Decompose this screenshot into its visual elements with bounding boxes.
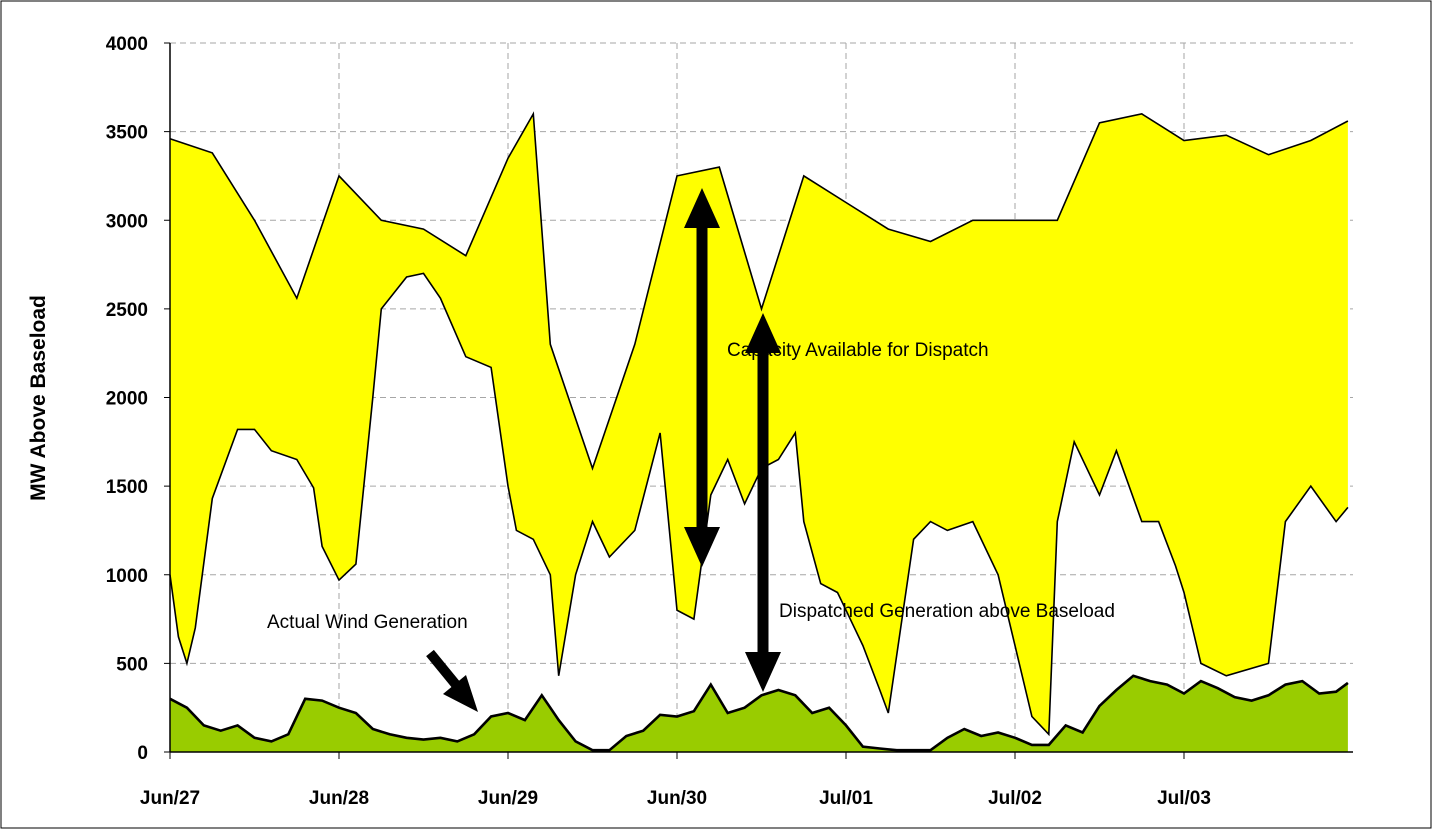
y-tick-label: 3500 [106, 123, 148, 144]
wind-annotation-label: Actual Wind Generation [267, 612, 468, 633]
y-tick-label: 1000 [106, 566, 148, 587]
y-tick-label: 2000 [106, 389, 148, 410]
y-tick-label: 1500 [106, 477, 148, 498]
y-tick-label: 3000 [106, 211, 148, 232]
x-tick-label: Jun/27 [140, 788, 200, 809]
x-tick-label: Jul/01 [819, 788, 873, 809]
wind-generation-area [170, 675, 1348, 752]
capacity-double-arrow [684, 188, 720, 567]
capacity-annotation-label: Capacity Available for Dispatch [727, 340, 989, 361]
y-tick-labels: 0 500 1000 1500 2000 2500 3000 3500 4000 [106, 34, 148, 764]
axis-layer [164, 42, 1353, 759]
dispatched-generation-line [169, 272, 1349, 737]
x-tick-label: Jun/28 [309, 788, 369, 809]
y-tick-label: 2500 [106, 300, 148, 321]
x-tick-label: Jun/30 [647, 788, 707, 809]
dispatched-annotation-label: Dispatched Generation above Baseload [779, 601, 1115, 622]
x-tick-label: Jul/03 [1157, 788, 1211, 809]
x-tick-labels: Jun/27 Jun/28 Jun/29 Jun/30 Jul/01 Jul/02 Jul/… [140, 788, 1211, 809]
y-axis-title: MW Above Baseload [27, 295, 50, 501]
wind-arrow [426, 649, 478, 712]
wind-generation-line [169, 674, 1349, 752]
line-layer [169, 111, 1349, 752]
y-tick-label: 4000 [106, 34, 148, 55]
x-tick-label: Jul/02 [988, 788, 1042, 809]
y-tick-label: 500 [116, 654, 148, 675]
x-tick-label: Jun/29 [478, 788, 538, 809]
y-tick-label: 0 [137, 743, 148, 764]
upper-band-line [169, 111, 1349, 471]
dispatched-double-arrow [745, 313, 781, 692]
